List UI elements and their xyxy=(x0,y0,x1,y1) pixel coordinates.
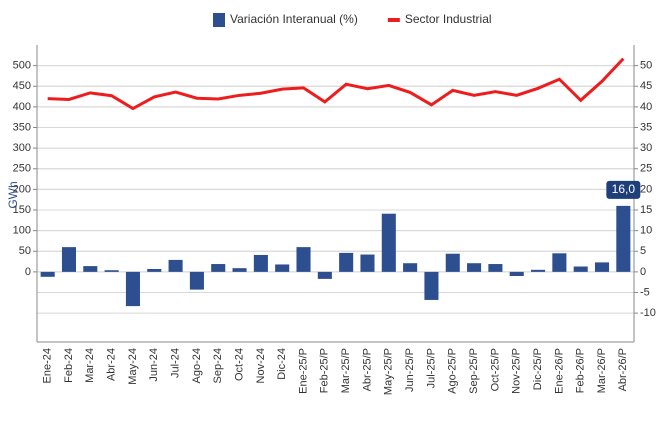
bar xyxy=(445,253,460,272)
y-tick-label: 100 xyxy=(13,225,31,237)
y2-tick-label: 35 xyxy=(640,121,652,133)
bar xyxy=(552,253,567,272)
bar xyxy=(168,259,183,272)
bar xyxy=(232,268,247,272)
x-tick-label: Jul-24 xyxy=(169,348,181,378)
bar xyxy=(211,264,226,272)
x-tick-label: Ene-25/P xyxy=(297,348,309,394)
x-tick-label: Jun-24 xyxy=(148,348,160,382)
line xyxy=(47,57,625,111)
y2-tick-label: 10 xyxy=(640,225,652,237)
value-label: 16,0 xyxy=(612,182,636,196)
value-label-box xyxy=(606,180,641,199)
x-tick-label: Sep-25/P xyxy=(468,348,480,394)
x-tick-label: Feb-24 xyxy=(63,348,75,383)
x-tick-label: Jun-25/P xyxy=(404,348,416,392)
y-tick-label: 50 xyxy=(19,245,31,257)
x-tick-label: Jul-25/P xyxy=(425,348,437,388)
y-tick-label: 350 xyxy=(13,121,31,133)
y2-tick-label: 30 xyxy=(640,142,652,154)
y2-tick-label: 15 xyxy=(640,204,652,216)
x-tick-label: Mar-26/P xyxy=(596,348,608,393)
x-tick-label: Ago-25/P xyxy=(447,348,459,394)
bar xyxy=(253,254,268,272)
bar xyxy=(531,269,546,272)
bar xyxy=(275,264,290,272)
bar xyxy=(360,254,375,272)
y2-tick-label: 0 xyxy=(640,266,646,278)
legend-label: Sector Industrial xyxy=(405,12,492,26)
y-tick-label: 150 xyxy=(13,204,31,216)
bar xyxy=(83,266,98,272)
y2-tick-label: 50 xyxy=(640,60,652,72)
x-tick-label: Oct-25/P xyxy=(489,348,501,391)
y-tick-label: 250 xyxy=(13,163,31,175)
x-tick-label: Ene-26/P xyxy=(553,348,565,394)
y2-tick-label: 25 xyxy=(640,163,652,175)
bar xyxy=(616,205,631,272)
bar xyxy=(339,252,354,272)
x-tick-label: Mar-25/P xyxy=(340,348,352,393)
bar xyxy=(424,271,439,300)
y2-tick-label: -5 xyxy=(640,286,650,298)
bar xyxy=(381,213,396,272)
x-tick-label: May-25/P xyxy=(383,348,395,395)
x-tick-label: Abr-25/P xyxy=(361,348,373,391)
bar xyxy=(40,271,55,277)
x-tick-label: Ago-24 xyxy=(191,348,203,383)
x-tick-label: Nov-25/P xyxy=(511,348,523,394)
x-tick-label: Oct-24 xyxy=(233,348,245,381)
bar xyxy=(573,266,588,272)
bar xyxy=(189,271,204,290)
bar xyxy=(594,262,610,272)
x-tick-label: Nov-24 xyxy=(255,348,267,383)
y-axis-label: GWh xyxy=(6,181,20,208)
y2-tick-label: 45 xyxy=(640,80,652,92)
x-tick-label: Feb-26/P xyxy=(575,348,587,393)
y-tick-label: 0 xyxy=(25,266,31,278)
y-tick-label: 400 xyxy=(13,101,31,113)
bar xyxy=(296,247,311,272)
y2-tick-label: -10 xyxy=(640,307,656,319)
bar xyxy=(509,271,524,276)
x-tick-label: Mar-24 xyxy=(84,348,96,383)
legend-swatch xyxy=(213,13,225,27)
y-tick-label: 450 xyxy=(13,80,31,92)
x-tick-label: Feb-25/P xyxy=(319,348,331,393)
bar xyxy=(467,263,482,272)
bar xyxy=(125,271,140,307)
bar xyxy=(317,271,332,279)
bar xyxy=(488,264,503,272)
y-tick-label: 500 xyxy=(13,60,31,72)
x-tick-label: Ene-24 xyxy=(42,348,54,383)
x-tick-label: Abr-26/P xyxy=(617,348,629,391)
bar xyxy=(403,263,418,272)
x-tick-label: Dic-24 xyxy=(276,348,288,380)
y2-tick-label: 5 xyxy=(640,245,646,257)
bar xyxy=(61,247,77,272)
x-tick-label: Dic-25/P xyxy=(532,348,544,390)
x-tick-label: Sep-24 xyxy=(212,348,224,383)
y-tick-label: 300 xyxy=(13,142,31,154)
legend-label: Variación Interanual (%) xyxy=(230,12,358,26)
y2-tick-label: 20 xyxy=(640,183,652,195)
x-tick-label: May-24 xyxy=(127,348,139,385)
y-tick-label: 200 xyxy=(13,183,31,195)
bar xyxy=(147,268,162,272)
y2-tick-label: 40 xyxy=(640,101,652,113)
x-tick-label: Abr-24 xyxy=(106,348,118,381)
bar xyxy=(104,270,119,272)
